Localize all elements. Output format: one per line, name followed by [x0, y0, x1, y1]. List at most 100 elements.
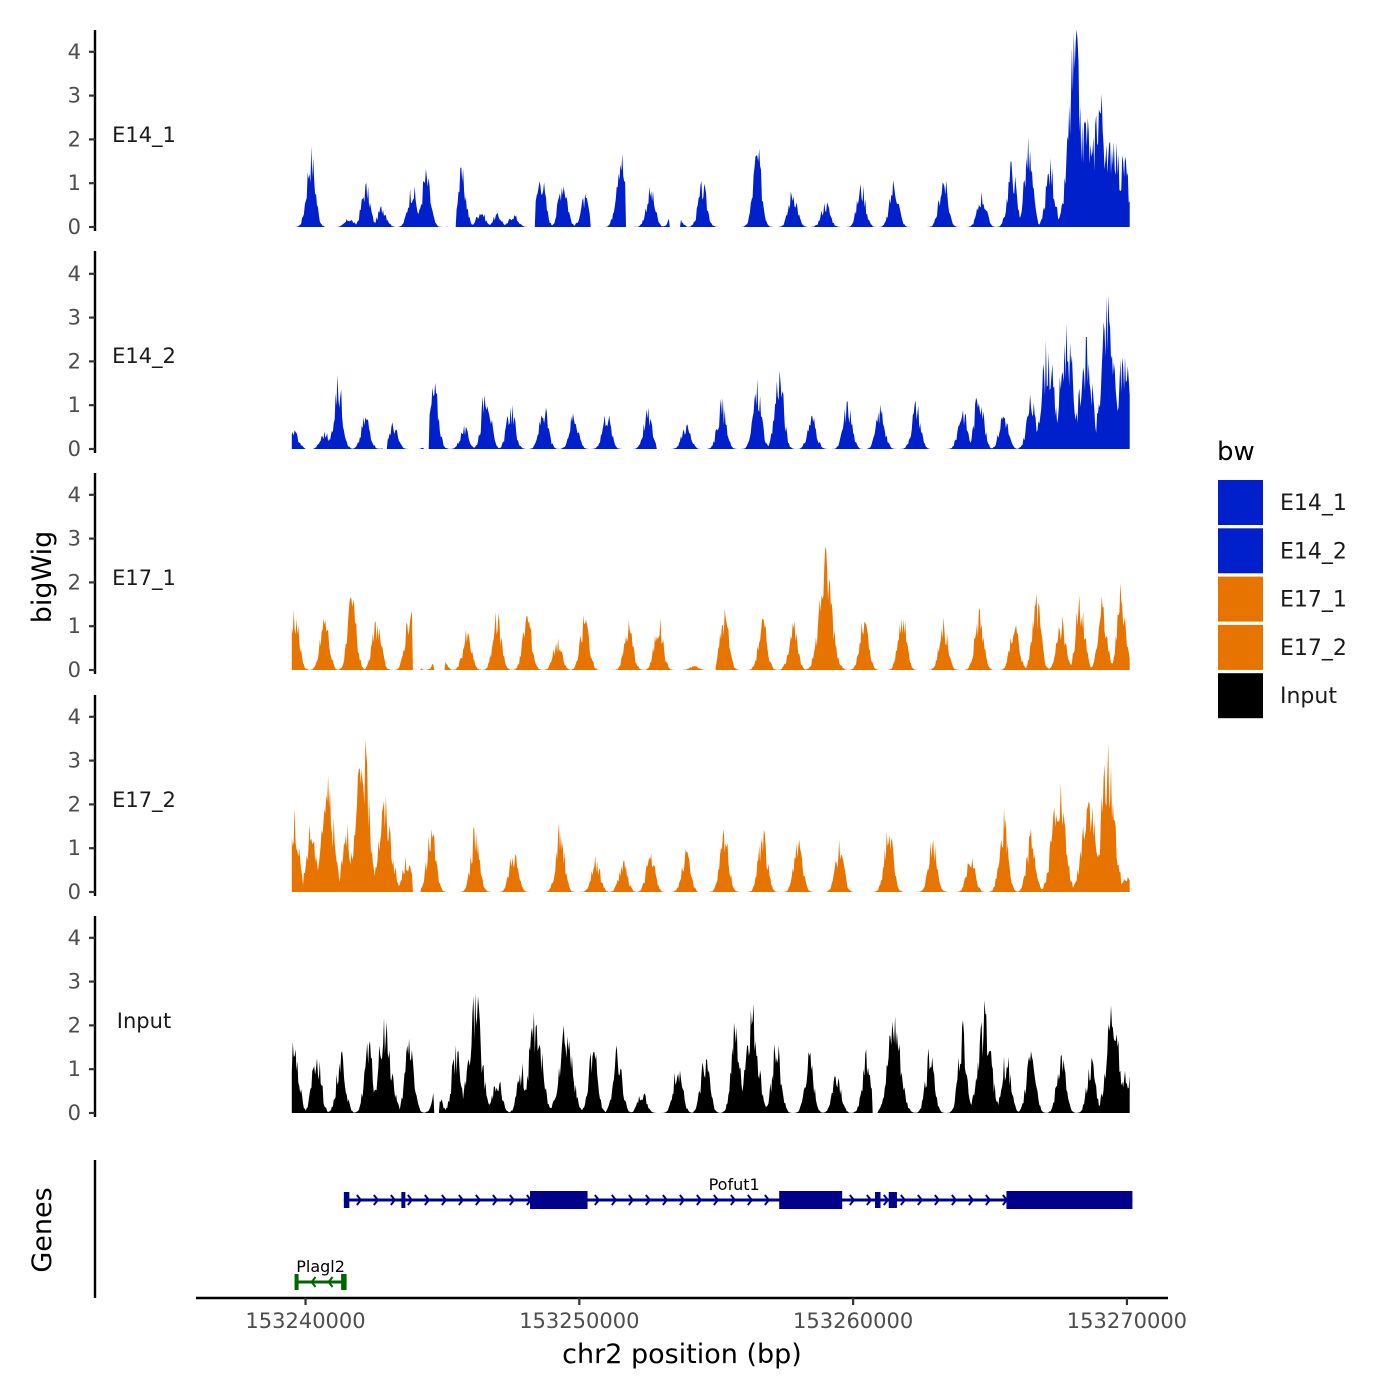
strand-arrow — [327, 1276, 334, 1288]
strand-arrow — [883, 1194, 890, 1206]
y-tick-label: 0 — [68, 1101, 81, 1125]
gene-label-Plagl2: Plagl2 — [296, 1257, 345, 1276]
legend-label-E17_2: E17_2 — [1280, 636, 1347, 661]
y-tick-label: 4 — [68, 262, 81, 286]
gene-exon — [401, 1192, 406, 1208]
strand-arrow — [390, 1194, 397, 1206]
track-label-E17_1: E17_1 — [112, 566, 176, 591]
legend-swatch-E14_1 — [1218, 480, 1263, 525]
y-tick-label: 4 — [68, 483, 81, 507]
track-label-E17_2: E17_2 — [112, 788, 176, 813]
strand-arrow — [407, 1194, 414, 1206]
strand-arrow — [900, 1194, 907, 1206]
y-tick-label: 0 — [68, 215, 81, 239]
y-tick-label: 2 — [68, 570, 81, 594]
genes-track: Pofut1 Plagl2 — [93, 1160, 1133, 1298]
strand-arrow — [917, 1194, 924, 1206]
gene-exon — [343, 1192, 350, 1208]
y-tick-label: 2 — [68, 792, 81, 816]
strand-arrow — [611, 1194, 618, 1206]
strand-arrow — [424, 1194, 431, 1206]
y-tick-label: 1 — [68, 614, 81, 638]
gene-exon — [875, 1192, 881, 1208]
legend-swatch-E14_2 — [1218, 528, 1263, 574]
y-tick-label: 1 — [68, 1057, 81, 1081]
y-tick-label: 4 — [68, 705, 81, 729]
y-tick-label: 3 — [68, 970, 81, 994]
y-tick-label: 0 — [68, 880, 81, 904]
strand-arrow — [645, 1194, 652, 1206]
signal-area-Input — [291, 992, 1130, 1113]
x-tick-label: 153270000 — [1067, 1309, 1187, 1333]
strand-arrow — [747, 1194, 754, 1206]
y-tick-label: 3 — [68, 749, 81, 773]
legend-label-E14_2: E14_2 — [1280, 539, 1347, 564]
strand-arrow — [628, 1194, 635, 1206]
gene-Plagl2: Plagl2 — [294, 1257, 347, 1290]
y-tick-label: 2 — [68, 127, 81, 151]
track-label-Input: Input — [117, 1009, 171, 1033]
strand-arrow — [679, 1194, 686, 1206]
strand-arrow — [594, 1194, 601, 1206]
y-tick-label: 1 — [68, 171, 81, 195]
strand-arrow — [662, 1194, 669, 1206]
strand-arrow — [696, 1194, 703, 1206]
track-E17_1: 0 1 2 3 4 E17_1 — [68, 473, 1130, 682]
gene-exon — [888, 1192, 897, 1208]
strand-arrow — [985, 1194, 992, 1206]
track-E17_2: 0 1 2 3 4 E17_2 — [68, 695, 1130, 904]
track-Input: 0 1 2 3 4 Input — [68, 916, 1130, 1125]
strand-arrow — [310, 1276, 317, 1288]
gene-label-Pofut1: Pofut1 — [709, 1175, 760, 1194]
y-tick-label: 0 — [68, 437, 81, 461]
y-tick-label: 2 — [68, 349, 81, 373]
signal-area-E17_1 — [291, 546, 1130, 670]
signal-area-E17_2 — [291, 739, 1130, 892]
x-tick-label: 153250000 — [519, 1309, 639, 1333]
strand-arrow — [492, 1194, 499, 1206]
tracks: 0 1 2 3 4 E14_1 0 1 2 3 4 E14_2 0 1 2 3 4 E17_1 0 1 2 3 4 E17_2… — [68, 29, 1130, 1125]
signal-area-E14_1 — [291, 29, 1130, 227]
gene-exon — [779, 1191, 843, 1209]
y-tick-label: 4 — [68, 926, 81, 950]
legend-label-E17_1: E17_1 — [1280, 588, 1347, 613]
legend-label-E14_1: E14_1 — [1280, 491, 1347, 516]
strand-arrow — [968, 1194, 975, 1206]
y-tick-label: 1 — [68, 393, 81, 417]
y-tick-label: 4 — [68, 40, 81, 64]
gene-exon — [1006, 1191, 1133, 1209]
strand-arrow — [730, 1194, 737, 1206]
strand-arrow — [356, 1194, 363, 1206]
genes-axis-title: Genes — [27, 1187, 58, 1272]
gene-exon — [530, 1191, 588, 1209]
y-tick-label: 0 — [68, 658, 81, 682]
strand-arrow — [441, 1194, 448, 1206]
strand-arrow — [951, 1194, 958, 1206]
signal-area-E14_2 — [291, 295, 1130, 449]
y-axis-title: bigWig — [27, 531, 58, 624]
strand-arrow — [849, 1194, 856, 1206]
legend-swatch-Input — [1218, 673, 1263, 719]
strand-arrow — [458, 1194, 465, 1206]
legend-label-Input: Input — [1280, 684, 1337, 709]
legend-title: bw — [1217, 437, 1255, 467]
legend-swatch-E17_2 — [1218, 624, 1263, 670]
legend: bw E14_1 E14_2 E17_1 E17_2 Input — [1217, 437, 1347, 719]
gene-exon — [294, 1274, 299, 1290]
track-label-E14_1: E14_1 — [112, 123, 176, 148]
track-E14_2: 0 1 2 3 4 E14_2 — [68, 251, 1130, 461]
legend-swatch-E17_1 — [1218, 576, 1263, 622]
track-E14_1: 0 1 2 3 4 E14_1 — [68, 29, 1130, 239]
x-tick-label: 153240000 — [245, 1309, 365, 1333]
y-tick-label: 2 — [68, 1013, 81, 1037]
y-tick-label: 3 — [68, 527, 81, 551]
x-axis: 153240000 153250000 153260000 153270000 — [196, 1296, 1187, 1333]
gene-Pofut1: Pofut1 — [343, 1175, 1133, 1209]
strand-arrow — [764, 1194, 771, 1206]
track-label-E14_2: E14_2 — [112, 344, 176, 369]
x-axis-title: chr2 position (bp) — [562, 1339, 802, 1370]
y-tick-label: 3 — [68, 306, 81, 330]
gene-exon — [341, 1274, 347, 1290]
strand-arrow — [934, 1194, 941, 1206]
